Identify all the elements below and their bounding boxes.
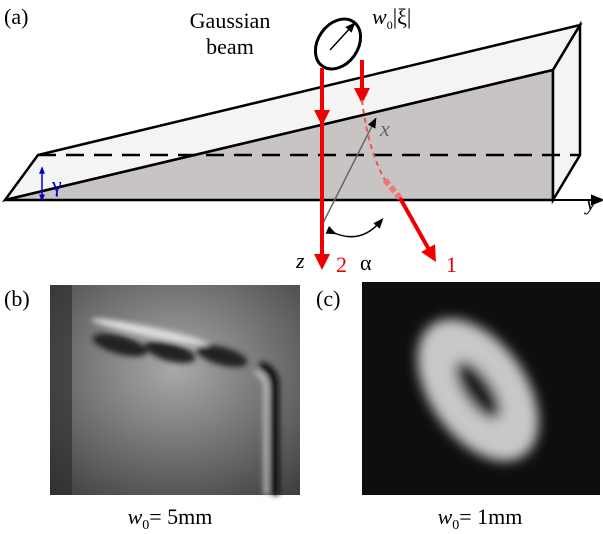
wedge-front bbox=[5, 70, 553, 200]
alpha-arc bbox=[332, 222, 380, 237]
panel-c: (c) w0= 1mm bbox=[316, 282, 600, 533]
beam-label: beam bbox=[206, 34, 254, 59]
caption: w0= 1mm bbox=[438, 504, 523, 533]
figure: (a) γ x y z Gaussian beam w0|ξ| 2 1 α (b… bbox=[0, 0, 603, 534]
text-part: w bbox=[438, 504, 453, 529]
text-part: 0 bbox=[452, 518, 459, 533]
text-part: |ξ| bbox=[393, 4, 412, 29]
panel-a: (a) γ x y z Gaussian beam w0|ξ| 2 1 α bbox=[4, 4, 598, 277]
y-label: y bbox=[584, 190, 596, 215]
beam-label: Gaussian bbox=[190, 8, 271, 33]
text-part: w bbox=[372, 4, 387, 29]
panel-b: (b) w0= 5mm bbox=[4, 285, 300, 533]
photo-b bbox=[50, 285, 300, 495]
z-label: z bbox=[295, 248, 305, 273]
caption: w0= 5mm bbox=[128, 504, 213, 533]
gamma: γ bbox=[51, 172, 62, 197]
waist-arrow bbox=[330, 26, 352, 50]
panel-label: (a) bbox=[4, 4, 28, 29]
panel-label: (b) bbox=[4, 286, 30, 311]
x-label: x bbox=[379, 116, 390, 141]
photo-b-edge bbox=[50, 285, 72, 495]
text-part: = 5mm bbox=[149, 504, 212, 529]
beam-2-label: 2 bbox=[336, 252, 347, 277]
waist-label: w0|ξ| bbox=[372, 4, 411, 32]
beam-1-label: 1 bbox=[446, 252, 457, 277]
alpha: α bbox=[360, 250, 372, 275]
text-part: = 1mm bbox=[459, 504, 522, 529]
panel-label: (c) bbox=[316, 286, 340, 311]
text-part: 0 bbox=[142, 518, 149, 533]
text-part: w bbox=[128, 504, 143, 529]
beam-1 bbox=[400, 198, 432, 255]
